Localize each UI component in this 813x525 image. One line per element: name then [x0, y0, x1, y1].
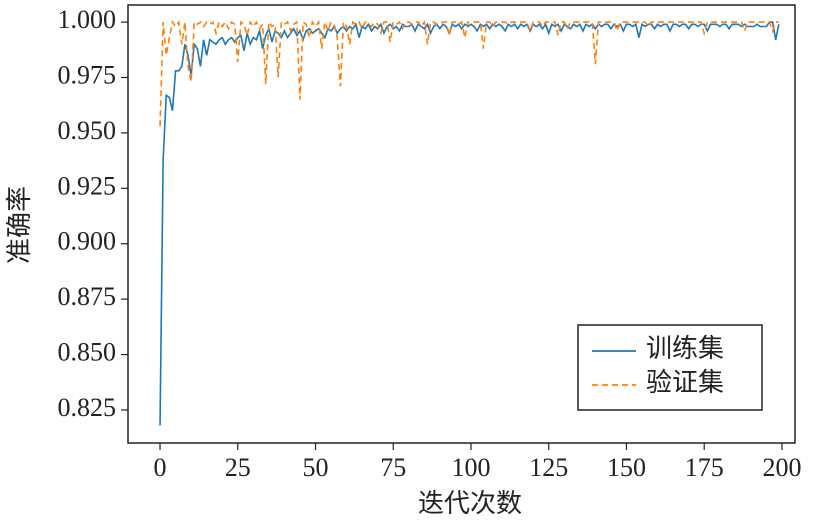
x-axis-title: 迭代次数 — [418, 489, 522, 518]
x-tick-label: 0 — [154, 453, 167, 482]
x-tick-label: 175 — [685, 453, 724, 482]
x-tick-label: 200 — [762, 453, 801, 482]
y-axis-title: 准确率 — [5, 186, 34, 264]
x-tick-label: 50 — [303, 453, 329, 482]
y-tick-label: 0.950 — [58, 116, 117, 145]
y-tick-label: 1.000 — [58, 5, 117, 34]
y-tick-label: 0.850 — [58, 338, 117, 367]
x-tick-label: 100 — [451, 453, 490, 482]
y-tick-label: 0.975 — [58, 60, 117, 89]
x-tick-label: 25 — [225, 453, 251, 482]
legend-label: 验证集 — [646, 368, 724, 397]
series-line — [159, 21, 780, 426]
x-tick-label: 75 — [380, 453, 406, 482]
plot-frame — [127, 4, 796, 444]
x-tick-label: 150 — [607, 453, 646, 482]
y-tick-label: 0.900 — [58, 227, 117, 256]
legend-label: 训练集 — [646, 334, 724, 363]
y-tick-label: 0.925 — [58, 171, 117, 200]
y-tick-label: 0.825 — [58, 393, 117, 422]
x-tick-label: 125 — [529, 453, 568, 482]
legend-box — [577, 324, 763, 411]
y-tick-label: 0.875 — [58, 282, 117, 311]
